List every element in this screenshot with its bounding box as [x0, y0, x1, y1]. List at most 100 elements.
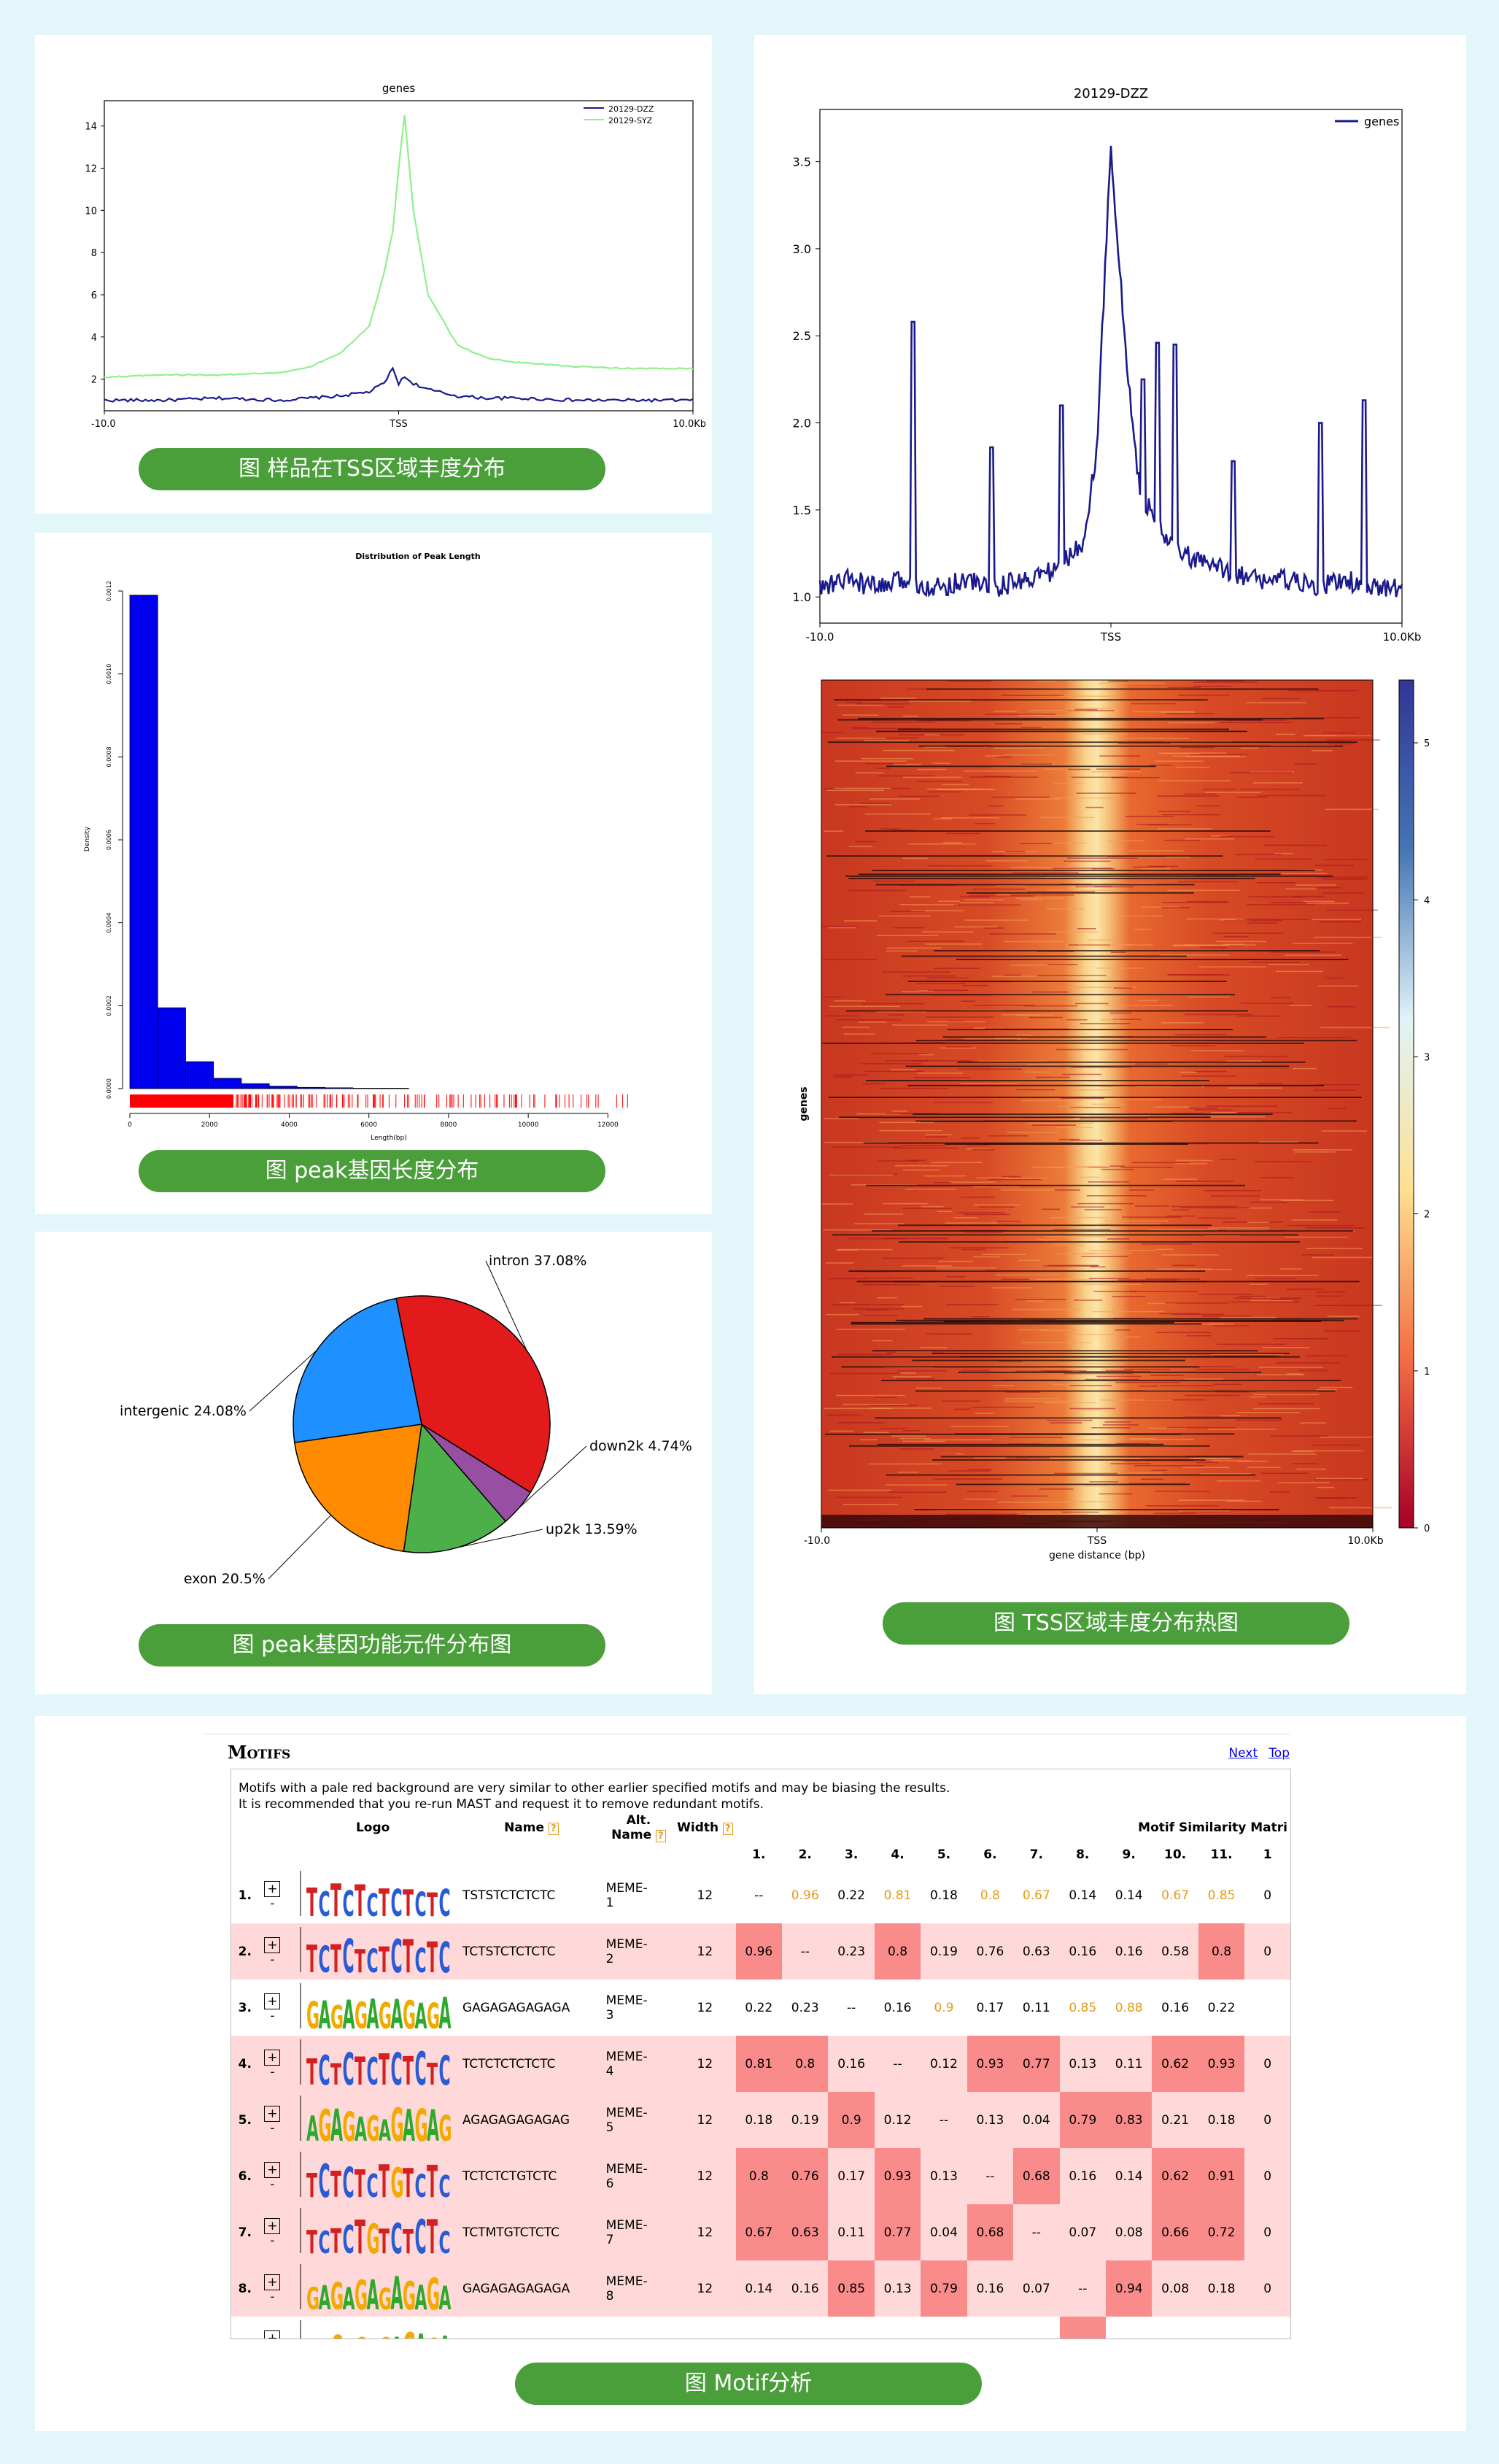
expand-toggle[interactable]: +-: [259, 2036, 287, 2092]
heatmap-texture: [1020, 843, 1052, 844]
expand-toggle[interactable]: +-: [259, 2317, 287, 2339]
heatmap-texture: [917, 983, 967, 984]
heatmap-texture: [918, 1054, 934, 1056]
heatmap-texture: [942, 842, 962, 843]
heatmap-texture: [834, 787, 891, 789]
heatmap-texture: [870, 1407, 931, 1409]
heatmap-texture: [1276, 733, 1295, 735]
heatmap-texture: [1209, 1116, 1266, 1118]
heatmap-texture: [834, 804, 892, 806]
heatmap-x-tick-label: -10.0: [804, 1535, 830, 1547]
heatmap-texture: [1301, 1254, 1334, 1256]
heatmap-texture: [1066, 1019, 1088, 1021]
peak-length-chart: Distribution of Peak Length 0.0000 0.0002 0…: [84, 552, 628, 1142]
heatmap-texture: [1316, 1478, 1363, 1480]
expand-toggle[interactable]: +-: [259, 2204, 287, 2260]
heatmap-texture: [946, 1304, 999, 1305]
svg-text:G: G: [379, 1996, 392, 2031]
svg-text:A: A: [306, 2109, 319, 2144]
heatmap-texture: [1258, 1141, 1298, 1143]
heatmap-texture: [1052, 868, 1112, 869]
name-header[interactable]: Name ?: [460, 1813, 603, 1842]
expand-toggle[interactable]: +-: [259, 2148, 287, 2204]
heatmap-texture: [1287, 1373, 1304, 1375]
heatmap-xlabel: gene distance (bp): [1049, 1550, 1145, 1561]
svg-text:G: G: [403, 2273, 416, 2312]
heatmap-texture: [873, 1397, 898, 1398]
svg-text:C: C: [391, 1883, 403, 1919]
similarity-cell: 0.16: [883, 2000, 912, 2015]
svg-text:T: T: [330, 2164, 341, 2200]
expand-toggle[interactable]: +-: [259, 1867, 287, 1923]
alt-header[interactable]: Alt. Name ?: [603, 1813, 675, 1842]
heatmap-texture: [1109, 1165, 1126, 1167]
heatmap-texture: [1172, 1209, 1190, 1211]
heatmap-dark-row: [960, 1356, 1276, 1358]
next-link[interactable]: Next: [1228, 1746, 1258, 1761]
svg-text:T: T: [330, 1937, 341, 1975]
heatmap-texture: [886, 950, 918, 952]
motif-table-area[interactable]: Motifs with a pale red background are ve…: [231, 1769, 1291, 2339]
similarity-cell: 0.72: [1198, 2204, 1245, 2260]
heatmap-texture: [1166, 713, 1215, 714]
col-num: 1.: [752, 1847, 766, 1862]
caption-tss-profile: 图 样品在TSS区域丰度分布: [139, 448, 605, 490]
heatmap-texture: [969, 895, 1034, 897]
width-header[interactable]: Width ?: [674, 1813, 735, 1842]
heatmap-texture: [1299, 1370, 1329, 1372]
heatmap-texture: [1080, 1023, 1131, 1024]
heatmap-texture: [892, 1376, 931, 1378]
heatmap-texture: [854, 1223, 905, 1224]
expand-toggle[interactable]: +-: [259, 1980, 287, 2036]
expand-toggle[interactable]: +-: [259, 2092, 287, 2148]
heatmap-texture: [1112, 1019, 1142, 1020]
heatmap-texture: [1037, 951, 1074, 952]
similarity-cell: 0.8: [980, 1888, 1000, 1903]
panel-peak-annotation: intron 37.08% down2k 4.74% up2k 13.59% exon…: [35, 1232, 712, 1694]
expand-toggle[interactable]: +-: [259, 2260, 287, 2317]
heatmap-texture: [1161, 1254, 1220, 1256]
heatmap-texture: [1185, 1378, 1223, 1380]
heatmap-texture: [1319, 1497, 1348, 1499]
heatmap-texture: [927, 1021, 986, 1023]
y-tick-label: 4: [91, 333, 97, 344]
heatmap-texture: [964, 1498, 996, 1500]
heatmap-texture: [864, 813, 931, 815]
heatmap-texture: [825, 1262, 854, 1264]
svg-text:A: A: [367, 2334, 379, 2339]
heatmap-texture: [1144, 1399, 1206, 1401]
heatmap-texture: [1322, 732, 1355, 734]
top-link[interactable]: Top: [1268, 1746, 1290, 1761]
heatmap-texture: [1190, 754, 1248, 755]
heatmap-texture: [1069, 1165, 1103, 1167]
heatmap-texture: [882, 971, 951, 973]
heatmap-texture: [1325, 808, 1379, 810]
heatmap-texture: [1115, 1329, 1131, 1331]
heatmap-texture: [1054, 700, 1091, 701]
heatmap-dark-row: [837, 719, 1263, 721]
heatmap-texture: [1193, 681, 1258, 683]
motif-desc-1: Motifs with a pale red background are ve…: [239, 1781, 950, 1796]
motif-num: 2.: [238, 1944, 252, 1959]
similarity-cell: 0.81: [883, 1888, 912, 1903]
heatmap-texture: [892, 1111, 908, 1112]
heatmap-texture: [1236, 1412, 1300, 1413]
svg-text:G: G: [403, 2325, 416, 2339]
heatmap-texture: [1021, 1100, 1082, 1102]
motif-width: 12: [697, 1944, 713, 1959]
x-tick-label: 10.0Kb: [1383, 630, 1422, 644]
heatmap-texture: [1077, 1202, 1134, 1205]
heatmap-texture: [1210, 835, 1228, 837]
heatmap-texture: [1160, 1385, 1215, 1386]
heatmap-texture: [918, 719, 971, 722]
similarity-cell: 0.91: [1198, 2148, 1245, 2204]
expand-toggle[interactable]: +-: [259, 1923, 287, 1980]
heatmap-texture: [863, 1277, 914, 1279]
heatmap-texture: [865, 763, 906, 765]
heatmap-texture: [1292, 1149, 1352, 1151]
heatmap-dark-row: [897, 728, 1229, 730]
heatmap-texture: [875, 1011, 927, 1013]
heatmap-texture: [1178, 695, 1230, 696]
